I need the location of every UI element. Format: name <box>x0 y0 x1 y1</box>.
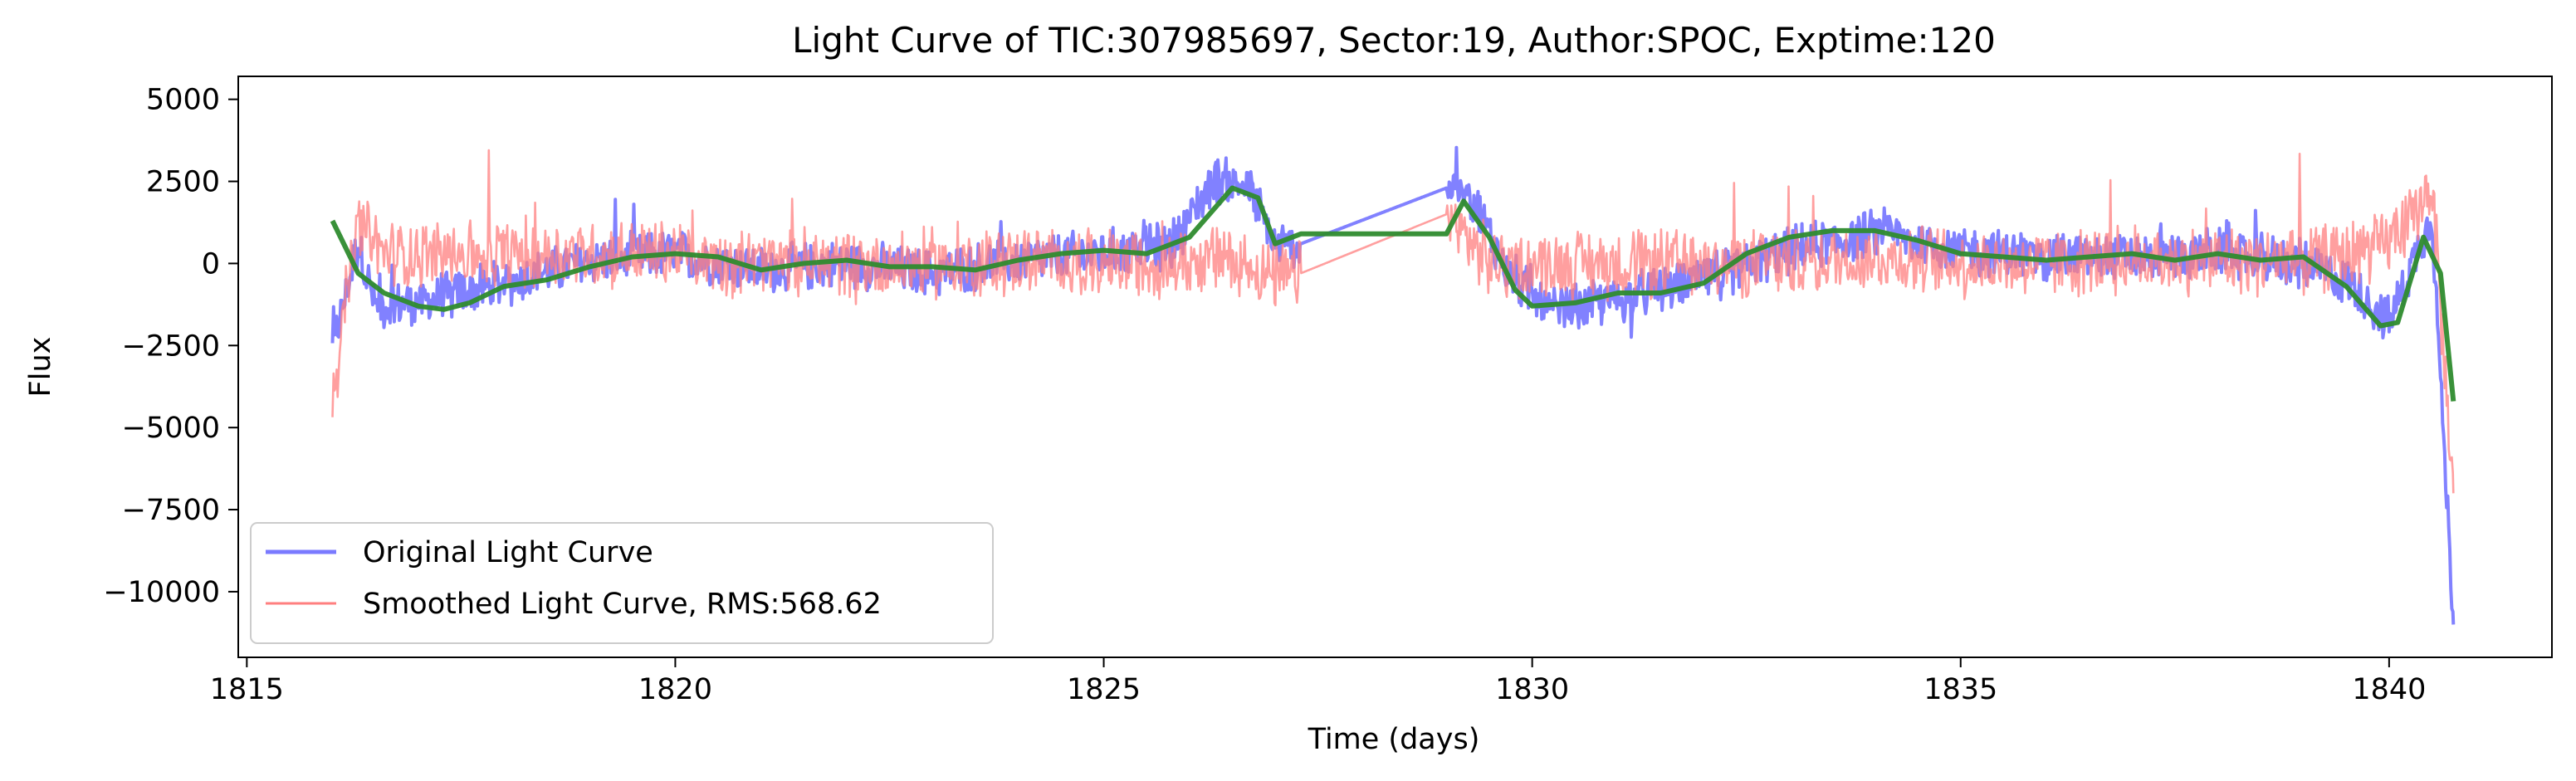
y-axis: −10000 −7500 −5000 −2500 0 2500 5000 <box>103 84 238 609</box>
y-tick-label: −5000 <box>122 412 220 445</box>
trend-line <box>330 185 2456 402</box>
y-tick-label: −7500 <box>122 494 220 527</box>
y-tick-label: −10000 <box>103 576 220 609</box>
x-tick-label: 1835 <box>1923 673 1997 706</box>
legend-label-original: Original Light Curve <box>363 536 653 569</box>
x-tick-label: 1820 <box>638 673 712 706</box>
legend-label-smoothed: Smoothed Light Curve, RMS:568.62 <box>363 588 882 621</box>
x-axis: 1815 1820 1825 1830 1835 1840 <box>210 657 2426 706</box>
y-tick-label: −2500 <box>122 329 220 363</box>
x-tick-label: 1815 <box>210 673 284 706</box>
x-tick-label: 1825 <box>1067 673 1141 706</box>
y-tick-label: 2500 <box>146 166 220 199</box>
y-tick-label: 5000 <box>146 84 220 117</box>
legend: Original Light Curve Smoothed Light Curv… <box>250 522 994 644</box>
x-axis-label: Time (days) <box>1308 723 1480 756</box>
y-axis-label: Flux <box>24 337 57 398</box>
x-tick-label: 1840 <box>2352 673 2426 706</box>
plot-frame <box>237 76 2553 658</box>
chart-title: Light Curve of TIC:307985697, Sector:19,… <box>792 20 1996 61</box>
y-tick-label: 0 <box>202 247 220 281</box>
legend-box <box>250 522 994 644</box>
x-tick-label: 1830 <box>1495 673 1569 706</box>
plot-area <box>330 145 2456 625</box>
series-layer <box>330 145 2456 625</box>
